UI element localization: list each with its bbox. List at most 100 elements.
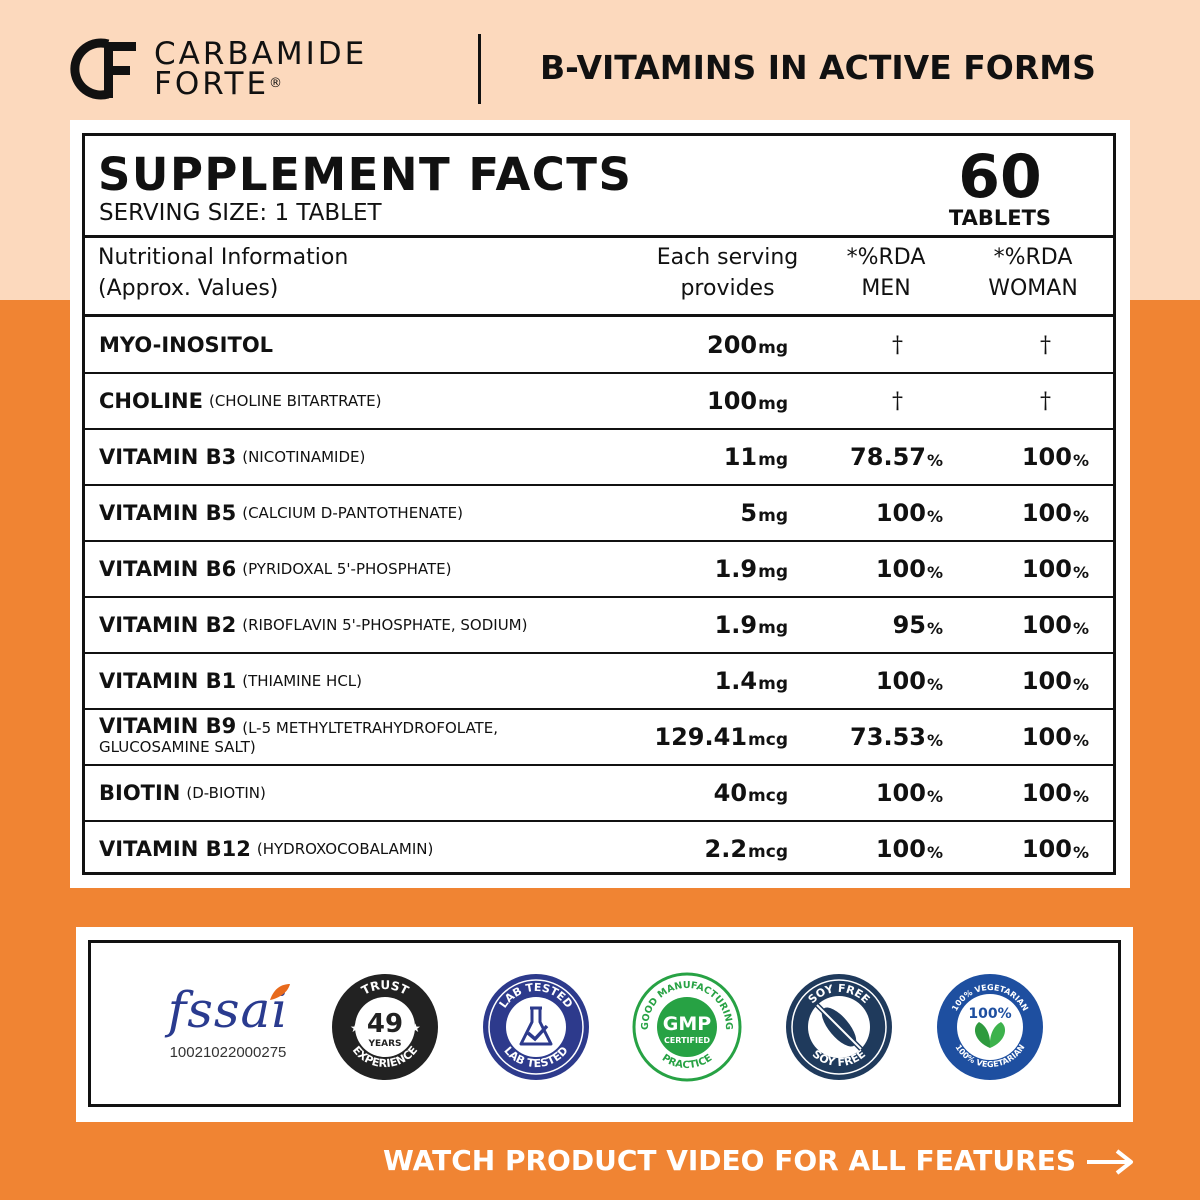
column-header-line: MEN (830, 273, 942, 304)
percent-sign: % (1073, 619, 1089, 638)
nutrient-name-cell: VITAMIN B9 (L-5 METHYLTETRAHYDROFOLATE, GL… (99, 709, 498, 765)
nutrient-name-cell: MYO-INOSITOL (99, 317, 273, 373)
amount-cell: 2.2 mcg (705, 821, 788, 877)
rda-women-cell: † (1040, 373, 1051, 429)
rda-men-cell: 100% (876, 653, 943, 709)
nutrient-name-cell: VITAMIN B3 (NICOTINAMIDE) (99, 429, 365, 485)
amount-unit: mg (758, 338, 788, 358)
rda-men-cell: † (892, 317, 903, 373)
table-row: BIOTIN (D-BIOTIN) 40 mcg 100% 100% (85, 765, 1113, 821)
amount-unit: mg (758, 618, 788, 638)
rda-men-value: 78.57 (850, 443, 926, 471)
star-icon: ★ (350, 1021, 361, 1035)
rda-men-value: 100 (876, 555, 926, 583)
nutrient-name-cell: VITAMIN B6 (PYRIDOXAL 5'-PHOSPHATE) (99, 541, 452, 597)
amount-unit: mg (758, 450, 788, 470)
brand-line-2: FORTE (154, 66, 269, 102)
registered-mark: ® (269, 76, 282, 91)
trust-badge-icon: TRUST EXPERIENCE 49 YEARS ★ ★ (330, 972, 440, 1082)
nutrient-name: MYO-INOSITOL (99, 333, 273, 357)
nutrient-name-cell: VITAMIN B2 (RIBOFLAVIN 5'-PHOSPHATE, SODI… (99, 597, 527, 653)
column-header-rda-women: *%RDA WOMAN (970, 242, 1096, 304)
amount-value: 11 (724, 443, 757, 471)
amount-unit: mg (758, 562, 788, 582)
brand-name: CARBAMIDE FORTE® (154, 39, 367, 99)
rda-women-value: † (1040, 333, 1051, 358)
nutrient-form: (CALCIUM D-PANTOTHENATE) (242, 504, 463, 522)
nutrient-form-continued: GLUCOSAMINE SALT) (99, 738, 256, 756)
rda-women-cell: 100% (1022, 653, 1089, 709)
rda-women-cell: 100% (1022, 597, 1089, 653)
table-row: VITAMIN B6 (PYRIDOXAL 5'-PHOSPHATE) 1.9 mg 1… (85, 541, 1113, 597)
nutrient-form: (RIBOFLAVIN 5'-PHOSPHATE, SODIUM) (242, 616, 527, 634)
nutrient-name: VITAMIN B12 (99, 837, 251, 861)
leaf-icon (268, 982, 292, 1002)
amount-cell: 100 mg (707, 373, 788, 429)
table-row: CHOLINE (CHOLINE BITARTRATE) 100 mg † † (85, 373, 1113, 429)
nutrient-name-cell: VITAMIN B12 (HYDROXOCOBALAMIN) (99, 821, 433, 877)
watch-video-link[interactable]: WATCH PRODUCT VIDEO FOR ALL FEATURES (383, 1144, 1076, 1177)
trust-years-number: 49 (367, 1009, 403, 1039)
amount-value: 100 (707, 387, 757, 415)
rda-men-value: 100 (876, 499, 926, 527)
table-row: VITAMIN B5 (CALCIUM D-PANTOTHENATE) 5 mg 100… (85, 485, 1113, 541)
column-header-rda-men: *%RDA MEN (830, 242, 942, 304)
amount-unit: mcg (748, 786, 788, 806)
tablet-count-unit: TABLETS (930, 206, 1070, 230)
rda-women-value: 100 (1022, 667, 1072, 695)
column-header-line: provides (640, 273, 815, 304)
nutrient-form: (L-5 METHYLTETRAHYDROFOLATE, (242, 719, 498, 737)
amount-cell: 1.9 mg (715, 541, 788, 597)
amount-cell: 11 mg (724, 429, 788, 485)
nutrient-name-cell: VITAMIN B5 (CALCIUM D-PANTOTHENATE) (99, 485, 463, 541)
percent-sign: % (927, 731, 943, 750)
percent-sign: % (927, 787, 943, 806)
amount-value: 1.9 (715, 611, 758, 639)
headline: B-VITAMINS IN ACTIVE FORMS (540, 48, 1096, 87)
table-row: MYO-INOSITOL 200 mg † † (85, 317, 1113, 373)
nutrient-name: VITAMIN B5 (99, 501, 236, 525)
rda-men-cell: 100% (876, 765, 943, 821)
column-header-line: WOMAN (970, 273, 1096, 304)
amount-cell: 200 mg (707, 317, 788, 373)
amount-value: 200 (707, 331, 757, 359)
amount-unit: mcg (748, 730, 788, 750)
percent-sign: % (927, 507, 943, 526)
nutrient-name-cell: VITAMIN B1 (THIAMINE HCL) (99, 653, 362, 709)
fssai-logo-icon: fssai 10021022000275 (158, 978, 298, 1070)
trust-years-label: YEARS (367, 1039, 401, 1049)
nutrient-name-cell: CHOLINE (CHOLINE BITARTRATE) (99, 373, 382, 429)
amount-unit: mcg (748, 842, 788, 862)
amount-cell: 5 mg (740, 485, 788, 541)
percent-sign: % (1073, 787, 1089, 806)
amount-unit: mg (758, 674, 788, 694)
nutrient-form: (HYDROXOCOBALAMIN) (257, 840, 433, 858)
rda-women-cell: 100% (1022, 821, 1089, 877)
tablet-count: 60 (930, 140, 1070, 214)
percent-sign: % (1073, 451, 1089, 470)
gmp-center-text: GMP (663, 1013, 712, 1035)
rda-men-value: 100 (876, 667, 926, 695)
star-icon: ★ (410, 1021, 421, 1035)
divider-line (82, 235, 1116, 238)
nutrient-name: CHOLINE (99, 389, 203, 413)
rda-women-cell: 100% (1022, 765, 1089, 821)
amount-value: 2.2 (705, 835, 748, 863)
rda-women-cell: † (1040, 317, 1051, 373)
rda-men-cell: 73.53% (850, 709, 943, 765)
nutrient-form: (CHOLINE BITARTRATE) (209, 392, 382, 410)
amount-value: 129.41 (654, 723, 747, 751)
column-header-line: *%RDA (970, 242, 1096, 273)
percent-sign: % (1073, 675, 1089, 694)
rda-men-value: 100 (876, 779, 926, 807)
rda-men-value: † (892, 333, 903, 358)
rda-men-cell: 100% (876, 485, 943, 541)
rda-women-value: 100 (1022, 723, 1072, 751)
rda-women-cell: 100% (1022, 541, 1089, 597)
nutrient-name: VITAMIN B2 (99, 613, 236, 637)
gmp-certified-text: CERTIFIED (664, 1036, 710, 1045)
column-header-nutrition: Nutritional Information (Approx. Values) (98, 242, 348, 304)
arrow-right-icon[interactable] (1085, 1147, 1135, 1177)
rda-women-cell: 100% (1022, 485, 1089, 541)
rda-women-value: 100 (1022, 611, 1072, 639)
